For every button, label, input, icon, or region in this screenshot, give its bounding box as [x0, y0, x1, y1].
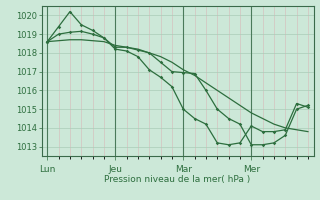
- X-axis label: Pression niveau de la mer( hPa ): Pression niveau de la mer( hPa ): [104, 175, 251, 184]
